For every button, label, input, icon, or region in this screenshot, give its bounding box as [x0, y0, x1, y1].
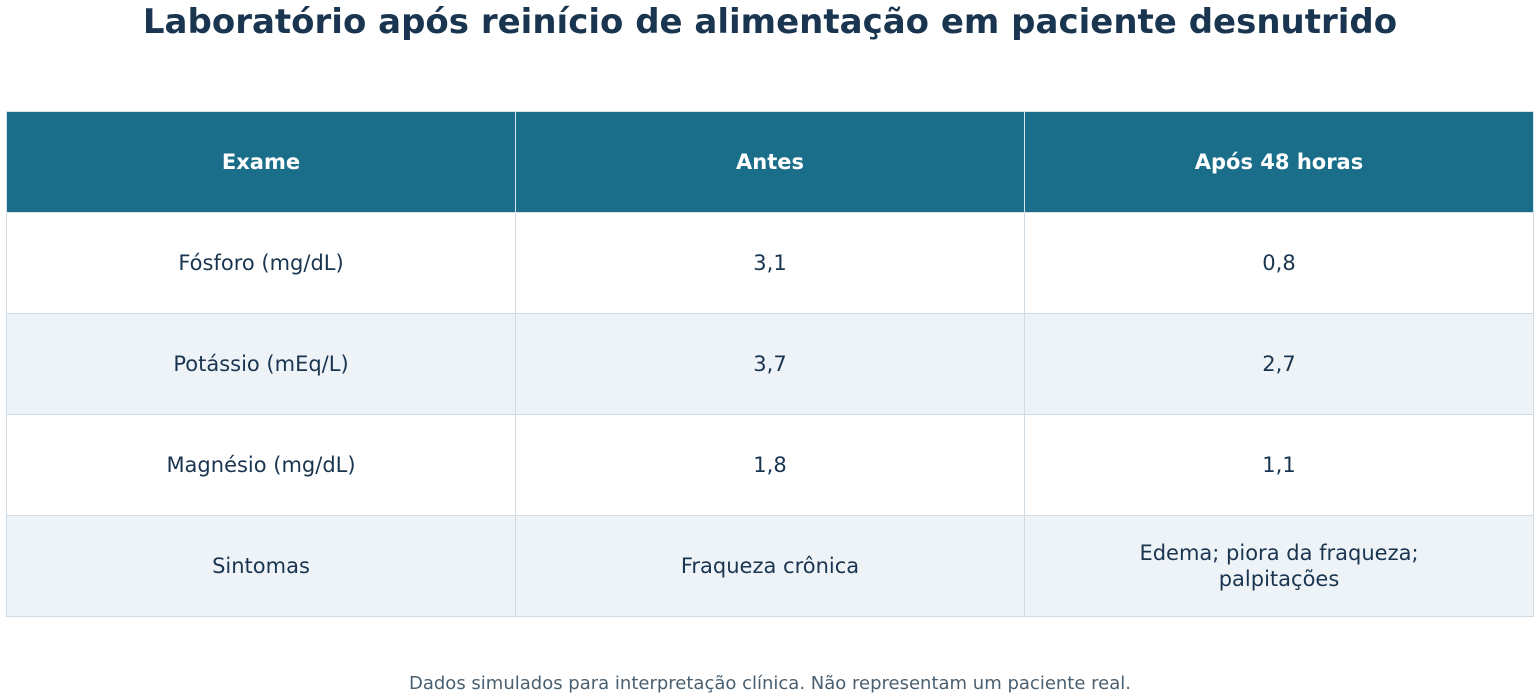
table-cell: 1,1	[1024, 414, 1534, 516]
row-label: Potássio (mEq/L)	[6, 313, 516, 415]
table-row: Sintomas Fraqueza crônica Edema; piora da …	[6, 515, 1534, 617]
column-header: Exame	[6, 111, 516, 213]
table-cell: 3,7	[515, 313, 1025, 415]
footnote: Dados simulados para interpretação clíni…	[408, 673, 1131, 694]
row-label: Fósforo (mg/dL)	[6, 212, 516, 314]
table-header: Exame Antes Após 48 horas	[6, 111, 1534, 213]
table-cell: 0,8	[1024, 212, 1534, 314]
row-label: Sintomas	[6, 515, 516, 617]
header-row: Exame Antes Após 48 horas	[6, 111, 1534, 213]
table-cell: Edema; piora da fraqueza; palpitações	[1024, 515, 1534, 617]
table-body: Fósforo (mg/dL) 3,1 0,8 Potássio (mEq/L) 3,7…	[6, 212, 1534, 617]
table-row: Magnésio (mg/dL) 1,8 1,1	[6, 414, 1534, 516]
table-cell: 2,7	[1024, 313, 1534, 415]
table-cell: Fraqueza crônica	[515, 515, 1025, 617]
table-cell: 1,8	[515, 414, 1025, 516]
title: Laboratório após reinício de alimentação…	[142, 2, 1398, 42]
lab-table: Exame Antes Após 48 horas Fósforo (mg/dL) 3…	[6, 111, 1534, 617]
table-row: Fósforo (mg/dL) 3,1 0,8	[6, 212, 1534, 314]
row-label: Magnésio (mg/dL)	[6, 414, 516, 516]
table-cell: 3,1	[515, 212, 1025, 314]
table-row: Potássio (mEq/L) 3,7 2,7	[6, 313, 1534, 415]
column-header: Antes	[515, 111, 1025, 213]
column-header: Após 48 horas	[1024, 111, 1534, 213]
